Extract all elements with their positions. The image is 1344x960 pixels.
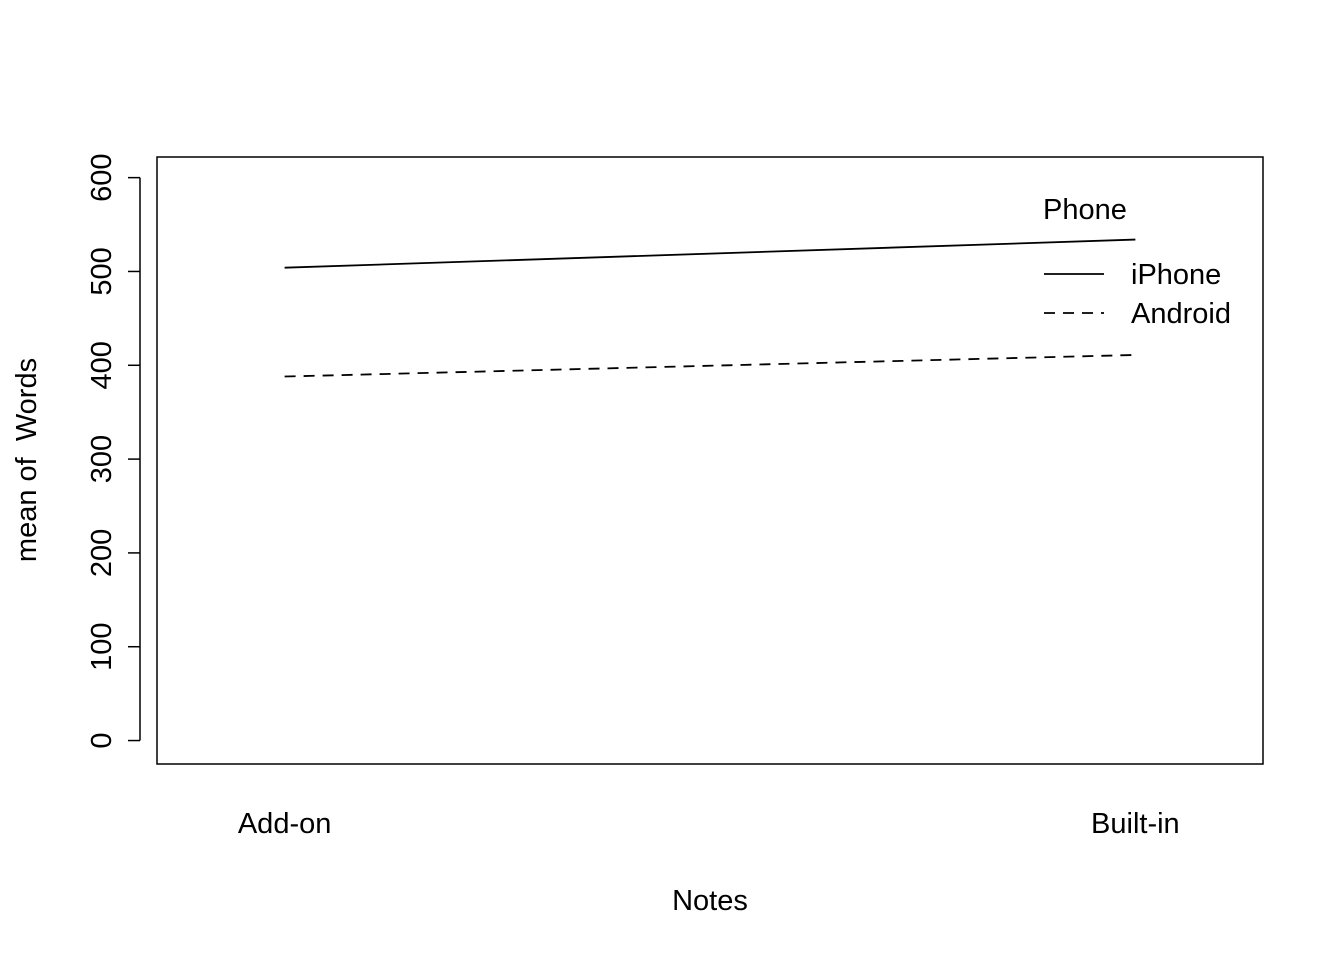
legend: Phone iPhone Android [1043, 194, 1231, 330]
series-line-android [284, 354, 1136, 378]
legend-title: Phone [1043, 194, 1127, 226]
y-tick-label: 0 [86, 732, 118, 748]
plot-frame [156, 156, 1264, 765]
legend-label-android: Android [1131, 298, 1231, 330]
x-tick-label: Add-on [238, 808, 332, 840]
y-tick-label: 600 [86, 153, 118, 201]
y-tick-label: 100 [86, 623, 118, 671]
y-tick-label: 200 [86, 529, 118, 577]
y-tick-label: 500 [86, 247, 118, 295]
y-axis-title: mean of Words [11, 358, 43, 562]
y-tick-label: 400 [86, 341, 118, 389]
series-line-iphone [284, 238, 1136, 269]
x-tick-label: Built-in [1091, 808, 1180, 840]
x-axis-title: Notes [672, 885, 748, 917]
x-axis-labels: Add-on Built-in [238, 808, 1180, 840]
y-axis: 0 100 200 300 400 500 600 [86, 153, 141, 749]
legend-entries: iPhone Android [1044, 259, 1231, 330]
legend-label-iphone: iPhone [1131, 259, 1221, 291]
y-tick-label: 300 [86, 435, 118, 483]
series-lines [284, 238, 1136, 378]
